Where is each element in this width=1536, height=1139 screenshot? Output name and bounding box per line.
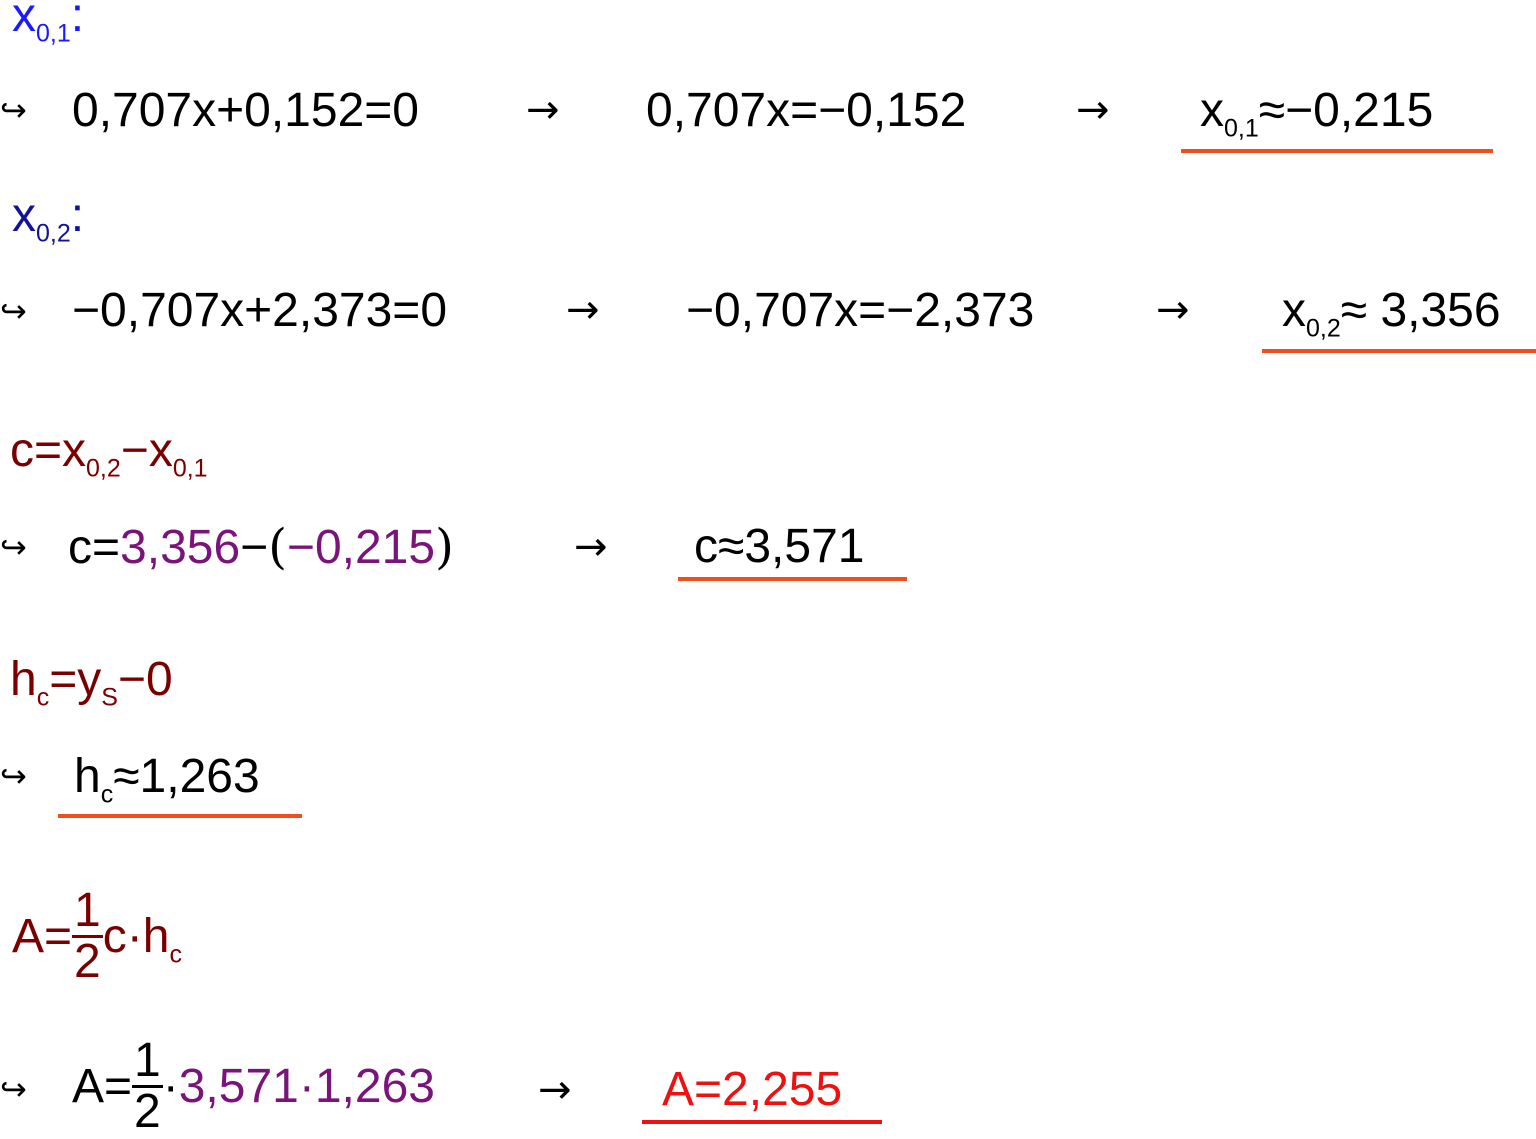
formula-area: A= 1 2 c·hc	[12, 887, 182, 989]
result-x01: x0,1≈−0,215	[1200, 87, 1433, 142]
result-hc-sub: c	[100, 780, 114, 809]
hook-arrow-icon: ↪	[0, 292, 27, 330]
label-x02-sub: 0,2	[36, 219, 71, 248]
result-x02-sub: 0,2	[1306, 314, 1341, 343]
result-x01-value: ≈−0,215	[1258, 84, 1434, 137]
formula-hc-h: h	[10, 653, 37, 706]
formula-area-prefix: A=	[12, 910, 73, 964]
equation-x02-step2: −0,707x=−2,373	[686, 284, 1035, 337]
calc-c-value1: 3,356	[120, 521, 241, 574]
result-underline	[1181, 149, 1493, 153]
formula-c-sub1: 0,2	[86, 454, 121, 483]
formula-hc-tail: −0	[117, 653, 173, 706]
result-x01-var: x	[1200, 84, 1224, 137]
calc-c-close-paren: )	[435, 519, 454, 575]
formula-c-mid: −x	[120, 424, 173, 477]
formula-area-tail: c·h	[102, 910, 170, 964]
right-arrow-icon: →	[574, 524, 608, 570]
label-x01: x0,1:	[12, 0, 84, 47]
result-x01-sub: 0,1	[1224, 114, 1259, 143]
calc-area: A= 1 2·3,571·1,263	[72, 1037, 435, 1139]
hook-arrow-icon: ↪	[0, 91, 27, 129]
calc-area-value1: 3,571	[178, 1060, 299, 1114]
label-x02: x0,2:	[12, 192, 84, 247]
calc-area-value2: 1,263	[314, 1060, 435, 1114]
label-x01-var: x	[12, 0, 36, 42]
right-arrow-icon: →	[566, 287, 600, 333]
formula-hc-hsub: c	[36, 683, 50, 712]
calc-area-dot: ·	[162, 1060, 179, 1114]
fraction-numerator: 1	[132, 1034, 163, 1088]
calc-c-prefix: c=	[68, 521, 121, 574]
formula-hc: hc=yS−0	[10, 656, 173, 711]
result-underline	[58, 814, 302, 818]
result-hc-h: h	[74, 750, 101, 803]
equation-x02-step1: −0,707x+2,373=0	[72, 284, 448, 337]
equation-x01-step2: 0,707x=−0,152	[646, 84, 967, 137]
result-x02: x0,2≈ 3,356	[1282, 287, 1501, 342]
right-arrow-icon: →	[1076, 87, 1110, 133]
formula-hc-ysub: S	[101, 683, 118, 712]
calc-c: c=3,356−(−0,215)	[68, 523, 454, 572]
hook-arrow-icon: ↪	[0, 1070, 27, 1108]
label-x01-colon: :	[70, 0, 85, 42]
fraction-denominator: 2	[134, 1085, 161, 1138]
right-arrow-icon: →	[1156, 287, 1190, 333]
formula-area-sub: c	[169, 940, 182, 969]
formula-c-sub2: 0,1	[172, 454, 208, 483]
equation-x01-step1: 0,707x+0,152=0	[72, 84, 419, 137]
label-x02-colon: :	[70, 189, 85, 242]
result-underline	[1262, 349, 1536, 353]
hook-arrow-icon: ↪	[0, 757, 27, 795]
result-underline	[678, 577, 907, 581]
label-x02-var: x	[12, 189, 36, 242]
calc-c-value2: −0,215	[286, 521, 436, 574]
hook-arrow-icon: ↪	[0, 528, 27, 566]
result-x02-var: x	[1282, 284, 1306, 337]
right-arrow-icon: →	[526, 87, 560, 133]
fraction-denominator: 2	[74, 935, 101, 988]
calc-area-prefix: A=	[72, 1060, 133, 1114]
result-hc: hc≈1,263	[74, 753, 260, 808]
right-arrow-icon: →	[538, 1067, 572, 1113]
calc-area-dot2: ·	[298, 1060, 315, 1114]
calc-c-minus: −	[240, 521, 269, 574]
formula-c-prefix: c=x	[10, 424, 87, 477]
formula-hc-eq: =y	[49, 653, 102, 706]
formula-c: c=x0,2−x0,1	[10, 427, 208, 482]
result-x02-value: ≈ 3,356	[1340, 284, 1501, 337]
fraction-numerator: 1	[72, 884, 103, 938]
result-c: c≈3,571	[694, 520, 865, 573]
calc-c-open-paren: (	[268, 519, 287, 575]
result-area: A=2,255	[662, 1063, 843, 1116]
result-hc-value: ≈1,263	[113, 750, 260, 803]
label-x01-sub: 0,1	[36, 19, 71, 48]
result-underline-final	[642, 1120, 882, 1124]
